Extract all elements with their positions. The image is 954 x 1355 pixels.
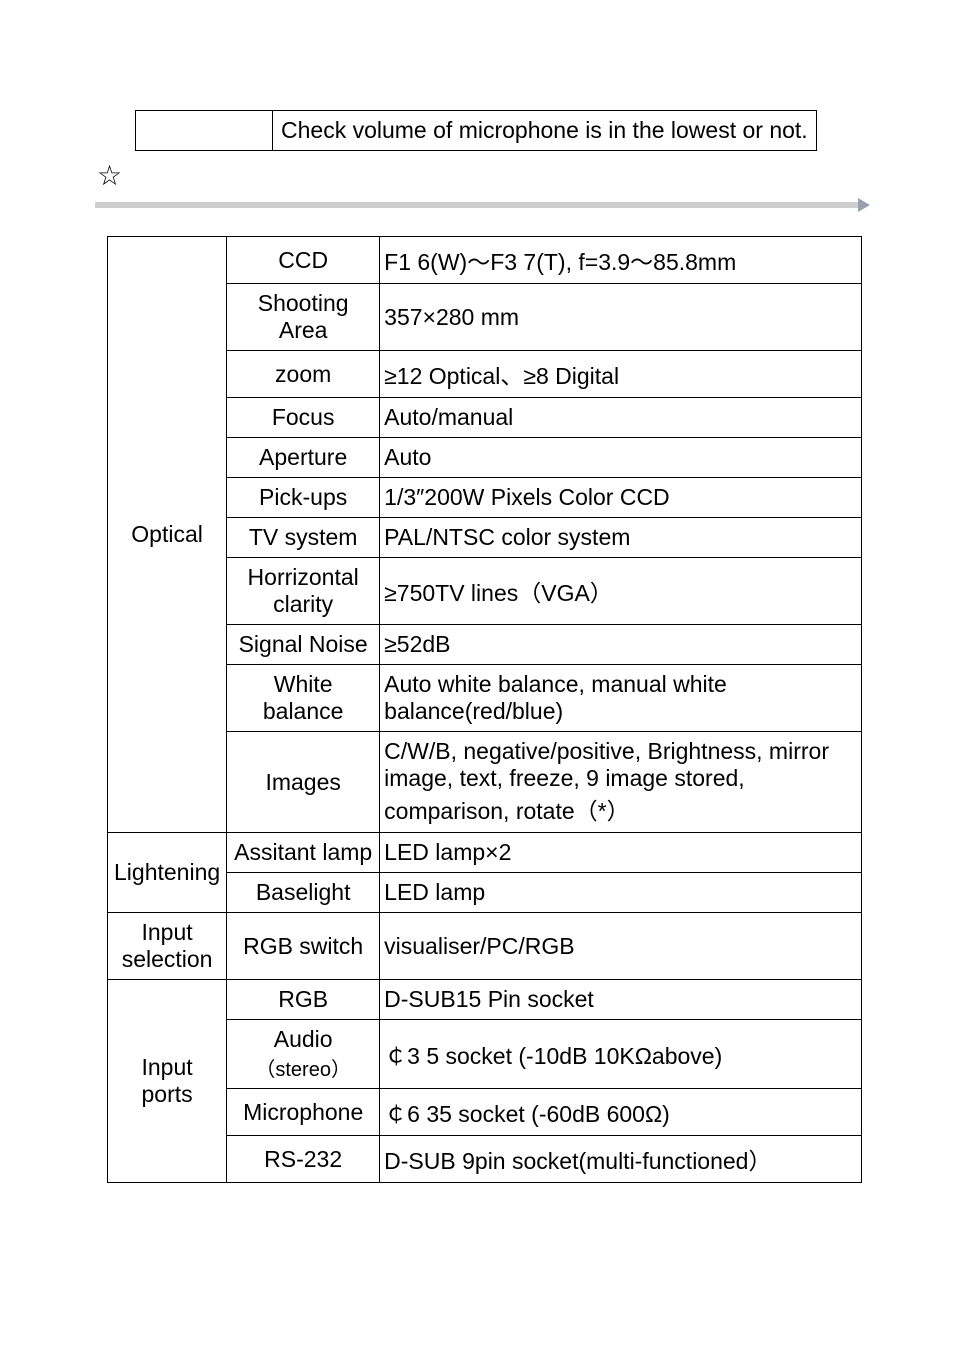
param-cell: Pick-ups (227, 478, 380, 518)
value-cell: LED lamp (380, 873, 862, 913)
value-cell: ≥12 Optical、≥8 Digital (380, 351, 862, 398)
param-cell: Baselight (227, 873, 380, 913)
param-cell: RS-232 (227, 1136, 380, 1183)
param-cell: White balance (227, 665, 380, 732)
spec-table: Optical CCD F1 6(W)～F3 7(T), f=3.9～85.8m… (107, 236, 862, 1183)
param-cell: RGB (227, 980, 380, 1020)
param-cell: Images (227, 732, 380, 833)
top-note-cell: Check volume of microphone is in the low… (273, 111, 817, 151)
param-cell: Focus (227, 398, 380, 438)
value-cell: C/W/B, negative/positive, Brightness, mi… (380, 732, 862, 833)
param-cell: Microphone (227, 1089, 380, 1136)
param-cell: Assitant lamp (227, 833, 380, 873)
category-cell: Optical (108, 237, 227, 833)
value-cell: 357×280 mm (380, 284, 862, 351)
param-cell: zoom (227, 351, 380, 398)
value-cell: Auto/manual (380, 398, 862, 438)
param-cell: RGB switch (227, 913, 380, 980)
value-cell: ￠6 35 socket (-60dB 600Ω) (380, 1089, 862, 1136)
param-cell: TV system (227, 518, 380, 558)
value-cell: visualiser/PC/RGB (380, 913, 862, 980)
param-cell: Signal Noise (227, 625, 380, 665)
value-cell: D-SUB15 Pin socket (380, 980, 862, 1020)
category-cell: Lightening (108, 833, 227, 913)
param-line2: （stereo） (255, 1059, 351, 1081)
divider-arrow (95, 202, 864, 208)
value-cell: ≥52dB (380, 625, 862, 665)
value-cell: LED lamp×2 (380, 833, 862, 873)
value-cell: Auto (380, 438, 862, 478)
value-cell: D-SUB 9pin socket(multi-functioned） (380, 1136, 862, 1183)
value-cell: 1/3″200W Pixels Color CCD (380, 478, 862, 518)
category-cell: Input selection (108, 913, 227, 980)
param-cell: Shooting Area (227, 284, 380, 351)
param-cell: Aperture (227, 438, 380, 478)
value-cell: PAL/NTSC color system (380, 518, 862, 558)
section-divider (95, 202, 864, 208)
param-line1: Audio (274, 1026, 333, 1052)
top-note-table: Check volume of microphone is in the low… (135, 110, 817, 151)
param-cell: Horrizontal clarity (227, 558, 380, 625)
value-cell: F1 6(W)～F3 7(T), f=3.9～85.8mm (380, 237, 862, 284)
value-cell: ≥750TV lines（VGA） (380, 558, 862, 625)
document-page: Check volume of microphone is in the low… (0, 0, 954, 1263)
star-glyph: ☆ (97, 159, 864, 192)
value-cell: ￠3 5 socket (-10dB 10KΩabove) (380, 1020, 862, 1089)
top-note-blank-cell (136, 111, 273, 151)
value-cell: Auto white balance, manual white balance… (380, 665, 862, 732)
param-cell: Audio （stereo） (227, 1020, 380, 1089)
param-cell: CCD (227, 237, 380, 284)
category-cell: Input ports (108, 980, 227, 1183)
